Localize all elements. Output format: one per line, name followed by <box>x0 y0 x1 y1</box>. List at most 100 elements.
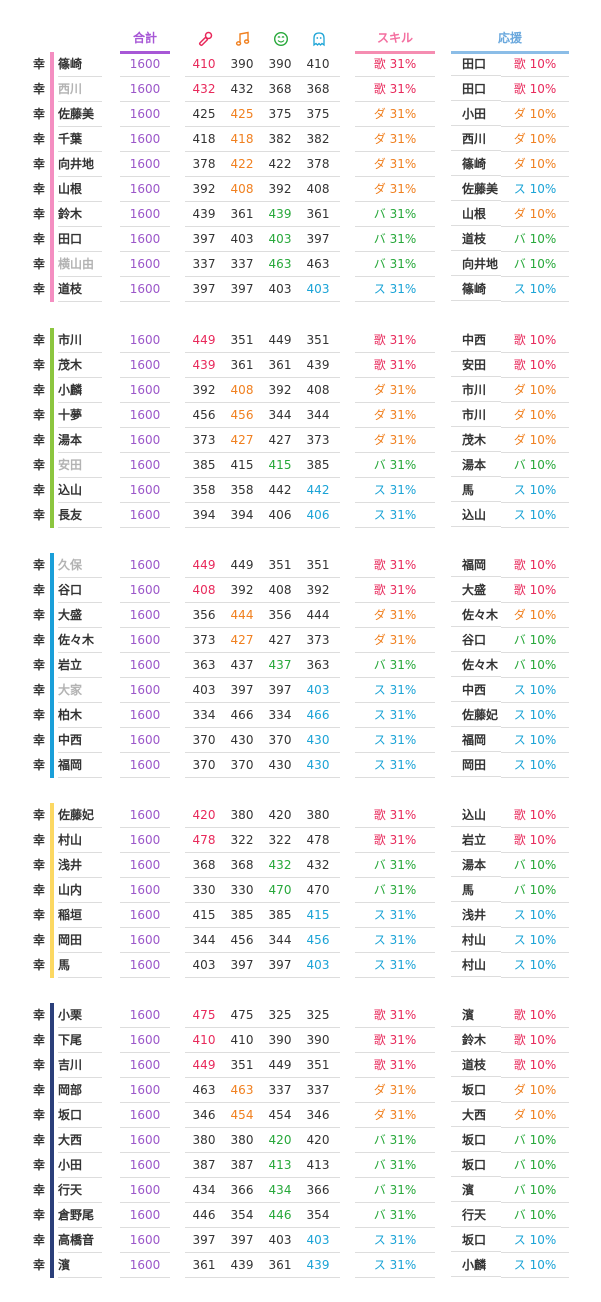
total-value: 1600 <box>120 1178 170 1203</box>
stat-value: 403 <box>268 282 292 296</box>
table-row: 幸鈴木 1600 439 361 439 361 バ 31% 山根ダ 10% <box>0 202 601 227</box>
stat-value: 454 <box>268 1108 292 1122</box>
table-row: 幸浅井 1600 368 368 432 432 バ 31% 湯本バ 10% <box>0 853 601 878</box>
happy-mark: 幸 <box>33 933 46 947</box>
skill-value: 歌 31% <box>355 553 435 578</box>
support-skill: 歌 10% <box>501 803 569 828</box>
member-name: 行天 <box>58 1178 102 1203</box>
happy-mark: 幸 <box>33 358 46 372</box>
stat-values: 356 444 356 444 <box>185 603 340 628</box>
table-row: 幸下尾 1600 410 410 390 390 歌 31% 鈴木歌 10% <box>0 1028 601 1053</box>
member-name: 向井地 <box>58 152 102 177</box>
stat-value: 366 <box>230 1183 254 1197</box>
stat-value: 403 <box>306 683 330 697</box>
stat-value: 363 <box>306 658 330 672</box>
stat-values: 397 403 403 397 <box>185 227 340 252</box>
skill-value: バ 31% <box>355 1153 435 1178</box>
support-skill: ス 10% <box>501 478 569 503</box>
stat-value: 470 <box>268 883 292 897</box>
stat-values: 334 466 334 466 <box>185 703 340 728</box>
support-skill: ダ 10% <box>501 1103 569 1128</box>
skill-value: ダ 31% <box>355 1078 435 1103</box>
stat-value: 373 <box>306 633 330 647</box>
skill-value: ス 31% <box>355 953 435 978</box>
stat-values: 361 439 361 439 <box>185 1253 340 1278</box>
stat-value: 397 <box>230 958 254 972</box>
support-name: 込山 <box>451 803 501 827</box>
stat-value: 330 <box>192 883 216 897</box>
stat-value: 387 <box>192 1158 216 1172</box>
table-row: 幸千葉 1600 418 418 382 382 ダ 31% 西川ダ 10% <box>0 127 601 152</box>
member-group: 幸篠崎 1600 410 390 390 410 歌 31% 田口歌 10% 幸西川 1600 43… <box>0 52 601 302</box>
stat-values: 363 437 437 363 <box>185 653 340 678</box>
total-value: 1600 <box>120 753 170 778</box>
stat-value: 425 <box>230 107 254 121</box>
member-name: 倉野尾 <box>58 1203 102 1228</box>
stat-values: 478 322 322 478 <box>185 828 340 853</box>
skill-value: ダ 31% <box>355 127 435 152</box>
table-row: 幸佐々木 1600 373 427 427 373 ダ 31% 谷口バ 10% <box>0 628 601 653</box>
stat-value: 370 <box>192 733 216 747</box>
table-row: 幸大家 1600 403 397 397 403 ス 31% 中西ス 10% <box>0 678 601 703</box>
skill-value: バ 31% <box>355 653 435 678</box>
stat-value: 466 <box>306 708 330 722</box>
stat-value: 322 <box>230 833 254 847</box>
support-name: 西川 <box>451 127 501 151</box>
member-name: 市川 <box>58 328 102 353</box>
support-name: 福岡 <box>451 553 501 577</box>
stat-value: 425 <box>192 107 216 121</box>
support-name: 行天 <box>451 1203 501 1227</box>
stat-value: 392 <box>230 583 254 597</box>
support-skill: バ 10% <box>501 878 569 903</box>
member-name: 吉川 <box>58 1053 102 1078</box>
stat-value: 475 <box>192 1008 216 1022</box>
skill-value: バ 31% <box>355 1203 435 1228</box>
skill-value: バ 31% <box>355 1178 435 1203</box>
member-name: 大西 <box>58 1128 102 1153</box>
stat-value: 351 <box>268 558 292 572</box>
stat-value: 410 <box>230 1033 254 1047</box>
table-row: 幸茂木 1600 439 361 361 439 歌 31% 安田歌 10% <box>0 353 601 378</box>
table-row: 幸小田 1600 387 387 413 413 バ 31% 坂口バ 10% <box>0 1153 601 1178</box>
support-skill: ス 10% <box>501 277 569 302</box>
stat-value: 337 <box>230 257 254 271</box>
stat-value: 415 <box>230 458 254 472</box>
stat-values: 392 408 392 408 <box>185 378 340 403</box>
skill-value: ス 31% <box>355 1253 435 1278</box>
support-skill: 歌 10% <box>501 77 569 102</box>
stat-values: 370 370 430 430 <box>185 753 340 778</box>
stat-value: 449 <box>230 558 254 572</box>
stat-value: 418 <box>230 132 254 146</box>
skill-value: ダ 31% <box>355 403 435 428</box>
support-name: 馬 <box>451 878 501 902</box>
stat-value: 337 <box>192 257 216 271</box>
member-name: 岡部 <box>58 1078 102 1103</box>
group-color-bar <box>50 328 54 528</box>
stat-values: 380 380 420 420 <box>185 1128 340 1153</box>
happy-mark: 幸 <box>33 883 46 897</box>
table-row: 幸佐藤美 1600 425 425 375 375 ダ 31% 小田ダ 10% <box>0 102 601 127</box>
support-name: 道枝 <box>451 1053 501 1077</box>
stat-values: 415 385 385 415 <box>185 903 340 928</box>
table-row: 幸道枝 1600 397 397 403 403 ス 31% 篠崎ス 10% <box>0 277 601 302</box>
support-skill: ス 10% <box>501 1253 569 1278</box>
member-name: 坂口 <box>58 1103 102 1128</box>
table-row: 幸安田 1600 385 415 415 385 バ 31% 湯本バ 10% <box>0 453 601 478</box>
support-name: 岩立 <box>451 828 501 852</box>
member-group: 幸市川 1600 449 351 449 351 歌 31% 中西歌 10% 幸茂木 1600 43… <box>0 328 601 528</box>
stat-value: 470 <box>306 883 330 897</box>
stat-value: 439 <box>192 207 216 221</box>
support-name: 濱 <box>451 1003 501 1027</box>
stat-value: 354 <box>306 1208 330 1222</box>
happy-mark: 幸 <box>33 758 46 772</box>
support-name: 佐々木 <box>451 603 501 627</box>
support-skill: バ 10% <box>501 853 569 878</box>
stat-value: 368 <box>192 858 216 872</box>
stat-value: 358 <box>192 483 216 497</box>
member-name: 岩立 <box>58 653 102 678</box>
stat-value: 351 <box>306 1058 330 1072</box>
total-value: 1600 <box>120 1003 170 1028</box>
total-value: 1600 <box>120 728 170 753</box>
stat-value: 334 <box>268 708 292 722</box>
support-skill: 歌 10% <box>501 828 569 853</box>
